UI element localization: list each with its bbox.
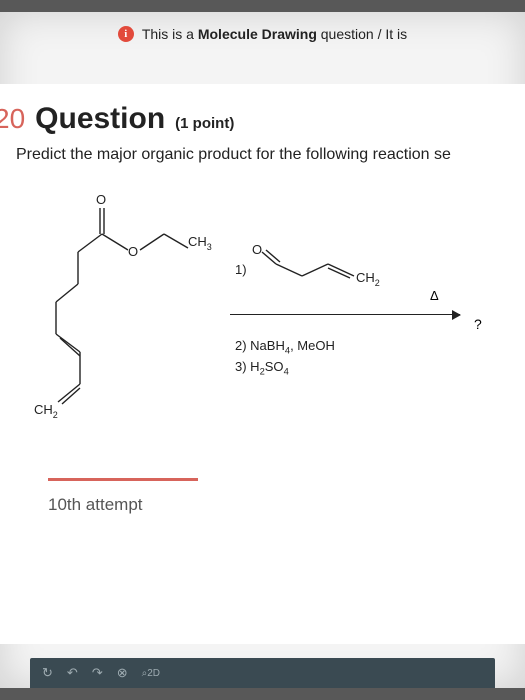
reagent-list: 1) 2) NaBH4, MeOH 3) H2SO4 — [235, 288, 335, 379]
banner-text: This is a Molecule Drawing question / It… — [142, 26, 407, 42]
undo-icon[interactable]: ↶ — [67, 665, 78, 681]
reactant-structure: O O CH3 CH2 — [30, 188, 230, 448]
label-CH3: CH3 — [188, 234, 212, 252]
reagent-1-label: 1) — [235, 260, 335, 280]
label-CH2-vinyl: CH2 — [356, 270, 380, 288]
reset-icon[interactable]: ↻ — [42, 665, 53, 681]
reaction-arrow — [230, 314, 460, 315]
reaction-diagram[interactable]: O O CH3 CH2 — [30, 188, 525, 468]
delta-symbol: Δ — [430, 288, 439, 303]
reagent-3: 3) H2SO4 — [235, 357, 335, 379]
product-unknown: ? — [474, 316, 482, 332]
question-word: Question — [35, 102, 165, 136]
label-CH2-terminal: CH2 — [34, 402, 58, 420]
question-prompt: Predict the major organic product for th… — [0, 140, 525, 176]
question-number: 20 — [0, 103, 25, 135]
drawing-toolbar[interactable]: ↻ ↶ ↷ ⊗ ⌕2D — [30, 658, 495, 688]
label-O-aldehyde: O — [252, 244, 262, 257]
reagent-2: 2) NaBH4, MeOH — [235, 336, 335, 358]
question-card: 20 Question (1 point) Predict the major … — [0, 84, 525, 644]
zoom-icon[interactable]: ⌕2D — [142, 668, 160, 679]
attempt-label: 10th attempt — [48, 495, 525, 515]
redo-icon[interactable]: ↷ — [92, 665, 103, 681]
info-icon: i — [118, 26, 134, 42]
question-points: (1 point) — [175, 115, 234, 132]
attempt-divider — [48, 478, 198, 481]
question-header: 20 Question (1 point) — [0, 84, 525, 140]
question-type-banner: i This is a Molecule Drawing question / … — [0, 12, 525, 56]
clear-icon[interactable]: ⊗ — [117, 665, 128, 681]
label-O-ester: O — [128, 244, 138, 259]
label-O-carbonyl: O — [96, 192, 106, 207]
